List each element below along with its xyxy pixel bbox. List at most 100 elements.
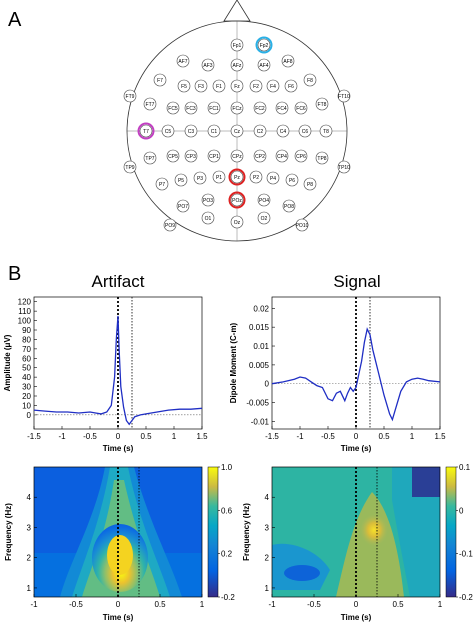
electrode-label: CPz <box>232 154 242 160</box>
electrode-marker <box>281 54 295 68</box>
x-tick-label: -1 <box>30 600 38 609</box>
electrode-label: Oz <box>234 220 241 226</box>
electrode-label: P8 <box>307 182 313 188</box>
electrode-fc1: FC1 <box>207 101 221 115</box>
colorbar <box>207 466 219 598</box>
x-tick-label: 0 <box>354 432 359 441</box>
x-axis-label: Time (s) <box>341 444 372 453</box>
electrode-label: CP3 <box>186 154 196 160</box>
x-tick-label: -1 <box>268 600 276 609</box>
electrode-p6: P6 <box>285 173 299 187</box>
electrode-marker <box>230 101 244 115</box>
electrode-c3: C3 <box>184 124 198 138</box>
electrode-label: PO9 <box>165 223 175 229</box>
electrode-cp6: CP6 <box>294 149 308 163</box>
electrode-label: TP8 <box>317 156 326 162</box>
electrode-label: Fz <box>234 84 240 90</box>
electrode-label: P5 <box>178 178 184 184</box>
electrode-marker <box>298 124 312 138</box>
electrode-marker <box>337 89 351 103</box>
electrode-label: Cz <box>234 129 241 135</box>
electrode-marker <box>207 149 221 163</box>
electrode-fc4: FC4 <box>275 101 289 115</box>
electrode-label: F1 <box>216 84 222 90</box>
heatmap-cold-spot <box>284 565 320 581</box>
electrode-fc3: FC3 <box>184 101 198 115</box>
electrode-p3: P3 <box>193 171 207 185</box>
electrode-marker <box>294 149 308 163</box>
electrode-po8: PO8 <box>282 199 296 213</box>
electrode-highlight-ring <box>228 191 246 209</box>
electrode-cp3: CP3 <box>184 149 198 163</box>
electrode-label: TP10 <box>338 165 350 171</box>
electrode-fc6: FC6 <box>294 101 308 115</box>
electrode-marker <box>275 101 289 115</box>
electrode-fp1: Fp1 <box>230 38 244 52</box>
series-line <box>33 315 203 426</box>
electrode-label: FT9 <box>126 94 135 100</box>
electrode-label: F3 <box>198 84 204 90</box>
electrode-label: F4 <box>270 84 276 90</box>
x-tick-label: 0 <box>116 600 121 609</box>
electrode-marker <box>257 58 271 72</box>
electrode-marker <box>153 73 167 87</box>
y-tick-label: 100 <box>18 317 32 326</box>
x-tick-label: 0 <box>116 432 121 441</box>
electrode-label: C5 <box>165 129 172 135</box>
y-tick-label: 40 <box>22 373 31 382</box>
x-axis-label: Time (s) <box>103 613 134 622</box>
electrode-fc5: FC5 <box>166 101 180 115</box>
x-tick-label: -1.5 <box>27 432 41 441</box>
electrode-label: C3 <box>188 129 195 135</box>
electrode-marker <box>176 54 190 68</box>
electrode-af7: AF7 <box>176 54 190 68</box>
electrode-marker <box>201 211 215 225</box>
electrode-label: Fp1 <box>233 43 242 49</box>
electrode-marker <box>230 215 244 229</box>
electrode-tp7: TP7 <box>143 151 157 165</box>
x-tick-label: -0.5 <box>83 432 97 441</box>
electrode-label: CP5 <box>168 154 178 160</box>
electrode-label: F2 <box>253 84 259 90</box>
y-tick-label: 3 <box>27 523 32 532</box>
electrode-label: AF4 <box>259 63 268 69</box>
electrode-cz: Cz <box>230 124 244 138</box>
electrode-marker <box>230 79 244 93</box>
y-tick-label: 3 <box>265 523 270 532</box>
electrode-label: FT10 <box>338 94 350 100</box>
y-tick-label: 20 <box>22 392 31 401</box>
x-axis-label: Time (s) <box>341 613 372 622</box>
x-tick-label: 0.5 <box>140 432 152 441</box>
electrode-label: FC6 <box>296 106 306 112</box>
electrode-label: C6 <box>302 129 309 135</box>
artifact-heatmap: -1 -0.5 0 0.5 1 1 2 3 4 1.0 0.6 0.2 -0.2 Time (s) F… <box>4 463 235 622</box>
electrode-cpz: CPz <box>230 149 244 163</box>
electrode-marker <box>303 73 317 87</box>
electrode-t8: T8 <box>319 124 333 138</box>
electrode-marker <box>230 193 244 207</box>
electrode-marker <box>161 124 175 138</box>
electrode-f1: F1 <box>212 79 226 93</box>
electrode-label: P7 <box>159 182 165 188</box>
y-tick-label: 0 <box>27 411 32 420</box>
x-axis-label: Time (s) <box>103 444 134 453</box>
x-tick-label: 1.5 <box>434 432 446 441</box>
electrode-label: F8 <box>307 78 313 84</box>
y-tick-label: -0.005 <box>246 399 269 408</box>
electrode-label: FCz <box>232 106 242 112</box>
electrode-marker <box>207 124 221 138</box>
electrode-label: C1 <box>211 129 218 135</box>
signal-heatmap: -1 -0.5 0 0.5 1 1 2 3 4 0.1 0 -0.1 -0.2 Time (s) Fr… <box>242 463 473 622</box>
electrode-label: TP7 <box>145 156 154 162</box>
y-tick-label: 80 <box>22 335 31 344</box>
electrode-af8: AF8 <box>281 54 295 68</box>
electrode-marker <box>143 97 157 111</box>
electrode-highlight-ring <box>228 168 246 186</box>
electrode-marker <box>212 170 226 184</box>
electrode-label: P2 <box>253 175 259 181</box>
electrode-label: FC5 <box>168 106 178 112</box>
electrode-label: O1 <box>205 216 212 222</box>
colorbar-tick-label: 0.6 <box>221 506 233 515</box>
electrode-marker <box>253 149 267 163</box>
